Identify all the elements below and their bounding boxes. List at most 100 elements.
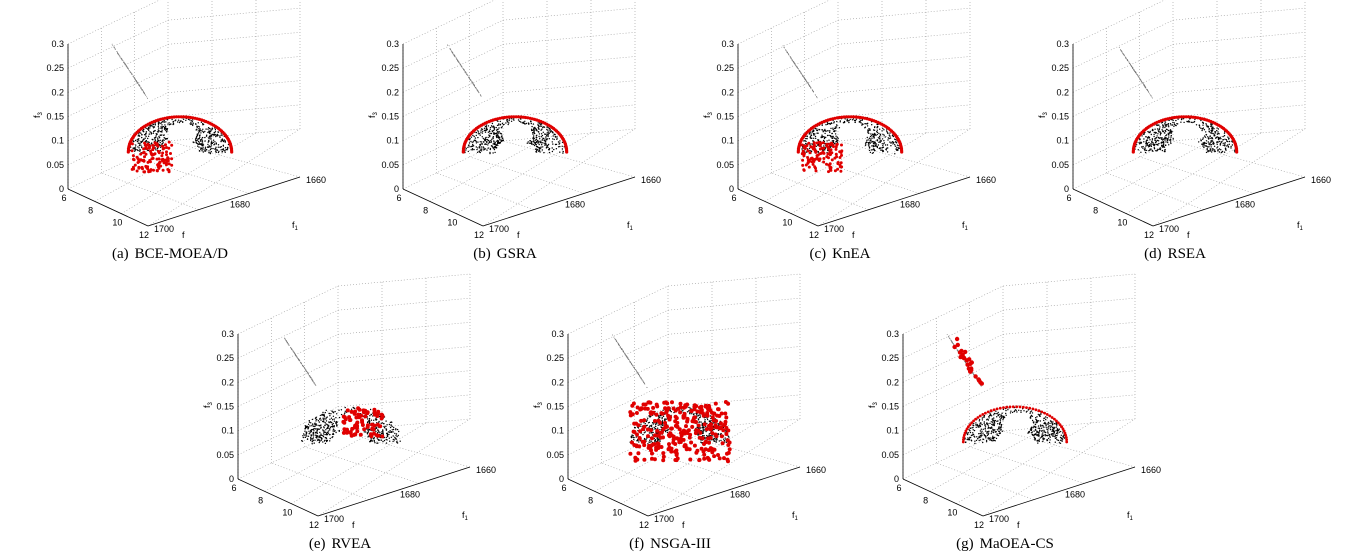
- grid-line: [738, 81, 970, 141]
- data-point: [1131, 65, 1132, 66]
- data-point: [474, 140, 475, 141]
- data-point: [540, 146, 541, 147]
- data-point: [788, 54, 789, 55]
- data-point: [854, 122, 855, 123]
- data-point: [320, 419, 321, 420]
- data-point: [1144, 85, 1145, 86]
- data-point: [367, 432, 368, 433]
- data-point: [813, 138, 814, 139]
- data-point: [226, 149, 227, 150]
- data-point: [496, 137, 497, 138]
- f1-axis-label: f1: [1297, 220, 1304, 232]
- data-point: [291, 349, 292, 350]
- solution-point: [161, 158, 164, 161]
- data-point: [160, 128, 161, 129]
- data-point: [630, 361, 631, 362]
- data-point: [1194, 121, 1195, 122]
- data-point: [1172, 122, 1173, 123]
- data-point: [869, 150, 870, 151]
- data-point: [177, 121, 178, 122]
- solution-point: [157, 165, 160, 168]
- data-point: [548, 134, 549, 135]
- data-point: [883, 143, 884, 144]
- data-point: [631, 363, 632, 364]
- data-point: [127, 68, 128, 69]
- data-point: [862, 123, 863, 124]
- data-point: [307, 438, 308, 439]
- data-point: [1224, 135, 1225, 136]
- data-point: [324, 440, 325, 441]
- data-point: [152, 139, 153, 140]
- data-point: [158, 140, 159, 141]
- solution-point: [148, 159, 151, 162]
- data-point: [835, 126, 836, 127]
- caption-letter: (e): [309, 536, 326, 552]
- data-point: [1158, 130, 1159, 131]
- solution-point: [136, 170, 139, 173]
- data-point: [1164, 150, 1165, 151]
- data-point: [332, 436, 333, 437]
- f3-tick-label: 0.3: [221, 329, 234, 339]
- data-point: [1121, 50, 1122, 51]
- data-point: [139, 84, 140, 85]
- solution-point: [347, 415, 351, 419]
- data-point: [1202, 139, 1203, 140]
- data-point: [659, 441, 660, 442]
- data-point: [549, 138, 550, 139]
- data-point: [873, 143, 874, 144]
- data-point: [321, 437, 322, 438]
- data-point: [498, 142, 499, 143]
- data-point: [478, 91, 479, 92]
- data-point: [518, 119, 519, 120]
- data-point: [481, 148, 482, 149]
- data-point: [202, 137, 203, 138]
- data-point: [1150, 95, 1151, 96]
- data-point: [689, 413, 690, 414]
- f2-tick-label: 10: [782, 218, 792, 228]
- data-point: [635, 369, 636, 370]
- data-point: [1139, 139, 1140, 140]
- data-point: [660, 426, 661, 427]
- data-point: [492, 137, 493, 138]
- data-point: [1171, 132, 1172, 133]
- data-point: [807, 83, 808, 84]
- data-point: [1224, 133, 1225, 134]
- grid-line: [568, 347, 800, 407]
- data-point: [613, 337, 614, 338]
- data-point: [1164, 151, 1165, 152]
- data-point: [818, 151, 819, 152]
- data-point: [652, 422, 653, 423]
- data-point: [638, 373, 639, 374]
- data-point: [801, 72, 802, 73]
- data-point: [819, 129, 820, 130]
- data-point: [890, 137, 891, 138]
- data-point: [1165, 130, 1166, 131]
- data-point: [549, 130, 550, 131]
- solution-point: [840, 161, 843, 164]
- data-point: [823, 140, 824, 141]
- data-point: [326, 420, 327, 421]
- f3-axis-label: f3: [1037, 111, 1049, 118]
- data-point: [558, 146, 559, 147]
- data-point: [1139, 143, 1140, 144]
- data-point: [145, 133, 146, 134]
- data-point: [203, 124, 204, 125]
- data-point: [476, 149, 477, 150]
- data-point: [632, 436, 633, 437]
- data-point: [480, 135, 481, 136]
- data-point: [1211, 144, 1212, 145]
- data-point: [198, 128, 199, 129]
- data-point: [482, 131, 483, 132]
- data-point: [530, 143, 531, 144]
- data-point: [391, 437, 392, 438]
- data-point: [152, 126, 153, 127]
- data-point: [216, 135, 217, 136]
- f3-tick-label: 0.1: [51, 136, 64, 146]
- data-point: [872, 153, 873, 154]
- solution-point: [360, 418, 364, 422]
- solution-point: [380, 416, 384, 420]
- data-point: [867, 129, 868, 130]
- data-point: [334, 431, 335, 432]
- data-point: [540, 141, 541, 142]
